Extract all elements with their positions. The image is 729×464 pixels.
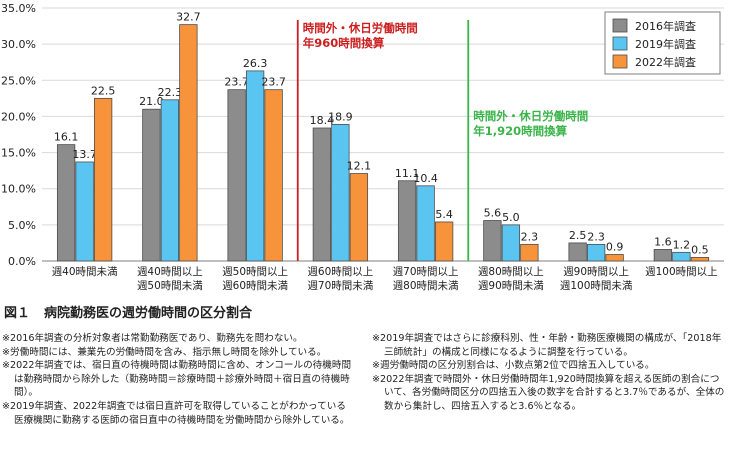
data-label: 10.4 bbox=[413, 172, 438, 185]
figure-title: 図１ 病院勤務医の週労働時間の区分割合 bbox=[4, 302, 252, 321]
bar bbox=[483, 220, 502, 262]
x-tick-label: 週50時間以上 bbox=[222, 266, 288, 278]
figure-number: 図１ bbox=[4, 306, 31, 321]
data-label: 18.4 bbox=[310, 114, 335, 127]
bar bbox=[349, 173, 369, 262]
note: ※週労働時間の区分別割合は、小数点第2位で四捨五入している。 bbox=[372, 360, 655, 372]
bar bbox=[142, 108, 161, 262]
bar bbox=[245, 70, 265, 262]
x-tick-label: 週80時間未満 bbox=[393, 280, 459, 292]
y-tick-label: 5.0% bbox=[8, 219, 36, 232]
threshold-label: 時間外・休日労働時間 bbox=[303, 21, 418, 35]
x-tick-label: 週60時間以上 bbox=[307, 266, 373, 278]
note: ※2019年調査ではさらに診療科別、性・年齢・勤務医療機関の構成が、「2018年… bbox=[372, 333, 722, 358]
bar bbox=[56, 144, 76, 262]
bar bbox=[690, 256, 710, 262]
note: ※2016年調査の分析対象者は常勤勤務医であり、勤務先を問わない。 bbox=[2, 333, 303, 344]
x-tick-label: 週90時間未満 bbox=[478, 280, 544, 292]
bar bbox=[653, 249, 673, 262]
data-label: 23.7 bbox=[224, 76, 249, 89]
bar-chart: 0.0% 5.0% 10.0% 15.0% 20.0% 25.0% 30.0% 35.0% 1… bbox=[1, 2, 724, 292]
data-label: 22.5 bbox=[91, 84, 116, 97]
notes-right: ※2019年調査ではさらに診療科別、性・年齢・勤務医療機関の構成が、「2018年… bbox=[372, 332, 727, 414]
data-label: 18.9 bbox=[328, 110, 353, 123]
bar bbox=[331, 123, 350, 262]
data-label: 1.6 bbox=[654, 235, 672, 248]
bar bbox=[586, 243, 606, 262]
x-tick-label: 週100時間未満 bbox=[560, 280, 633, 292]
bar bbox=[312, 127, 332, 262]
y-tick-label: 25.0% bbox=[1, 74, 36, 87]
legend-label: 2019年調査 bbox=[635, 37, 696, 51]
threshold-label: 時間外・休日労働時間 bbox=[473, 109, 588, 123]
data-label: 2.3 bbox=[521, 230, 539, 243]
figure-caption: 病院勤務医の週労働時間の区分割合 bbox=[44, 306, 253, 321]
note: ※2019年調査、2022年調査では宿日直許可を取得していることがわかっている医… bbox=[2, 400, 350, 426]
bar bbox=[160, 99, 180, 262]
bar bbox=[568, 242, 587, 262]
data-label: 0.9 bbox=[606, 240, 624, 253]
bar bbox=[501, 224, 521, 262]
bar bbox=[434, 221, 454, 262]
bar bbox=[416, 185, 435, 262]
data-label: 0.5 bbox=[691, 243, 709, 256]
x-tick-label: 週60時間未満 bbox=[222, 280, 288, 292]
y-tick-label: 30.0% bbox=[1, 38, 36, 51]
x-tick-label: 週40時間以上 bbox=[137, 266, 203, 278]
data-label: 11.1 bbox=[395, 167, 420, 180]
data-label: 21.0 bbox=[139, 95, 164, 108]
x-tick-label: 週40時間未満 bbox=[52, 266, 118, 278]
bar bbox=[93, 97, 113, 262]
bar bbox=[227, 89, 246, 262]
data-label: 2.3 bbox=[587, 230, 605, 243]
legend-swatch bbox=[612, 36, 628, 51]
data-label: 13.7 bbox=[72, 148, 97, 161]
threshold-label: 年1,920時間換算 bbox=[473, 124, 567, 138]
x-tick-label: 週70時間未満 bbox=[307, 280, 373, 292]
note: ※2022年調査では、宿日直の待機時間は勤務時間に含め、オンコールの待機時間は勤… bbox=[2, 360, 352, 399]
bar bbox=[605, 254, 624, 262]
data-label: 2.5 bbox=[569, 229, 587, 242]
legend-swatch bbox=[612, 54, 628, 69]
legend-swatch bbox=[612, 18, 628, 33]
y-tick-label: 35.0% bbox=[1, 2, 36, 15]
x-tick-label: 週50時間未満 bbox=[137, 280, 203, 292]
data-label: 22.3 bbox=[158, 86, 183, 99]
data-label: 26.3 bbox=[243, 57, 268, 70]
bar bbox=[520, 243, 539, 262]
bar bbox=[75, 161, 94, 262]
bar bbox=[179, 24, 198, 262]
data-label: 1.2 bbox=[673, 238, 691, 251]
x-tick-label: 週70時間以上 bbox=[393, 266, 459, 278]
y-tick-label: 15.0% bbox=[1, 147, 36, 160]
data-label: 5.0 bbox=[502, 211, 520, 224]
legend-label: 2016年調査 bbox=[635, 19, 696, 33]
x-tick-label: 週80時間以上 bbox=[478, 266, 544, 278]
data-label: 5.4 bbox=[435, 208, 453, 221]
note: ※2022年調査で時間外・休日労働時間年1,920時間換算を超える医師の割合につ… bbox=[372, 373, 725, 412]
data-label: 12.1 bbox=[347, 160, 372, 173]
notes-left: ※2016年調査の分析対象者は常勤勤務医であり、勤務先を問わない。 ※労働時間に… bbox=[2, 332, 354, 427]
data-label: 16.1 bbox=[54, 131, 79, 144]
data-label: 5.6 bbox=[484, 207, 502, 220]
data-label: 23.7 bbox=[261, 76, 286, 89]
legend: 2016年調査 2019年調査 2022年調査 bbox=[604, 11, 721, 75]
y-tick-label: 20.0% bbox=[1, 110, 36, 123]
x-tick-label: 週100時間以上 bbox=[645, 266, 718, 278]
y-tick-label: 10.0% bbox=[1, 183, 36, 196]
legend-label: 2022年調査 bbox=[635, 55, 696, 69]
x-tick-label: 週90時間以上 bbox=[563, 266, 629, 278]
bar bbox=[672, 251, 691, 262]
data-label: 32.7 bbox=[176, 11, 201, 24]
note: ※労働時間には、兼業先の労働時間を含み、指示無し時間を除外している。 bbox=[2, 346, 327, 358]
y-tick-label: 0.0% bbox=[8, 255, 36, 268]
threshold-label: 年960時間換算 bbox=[303, 36, 385, 50]
bar bbox=[397, 180, 417, 262]
bar bbox=[264, 89, 283, 262]
